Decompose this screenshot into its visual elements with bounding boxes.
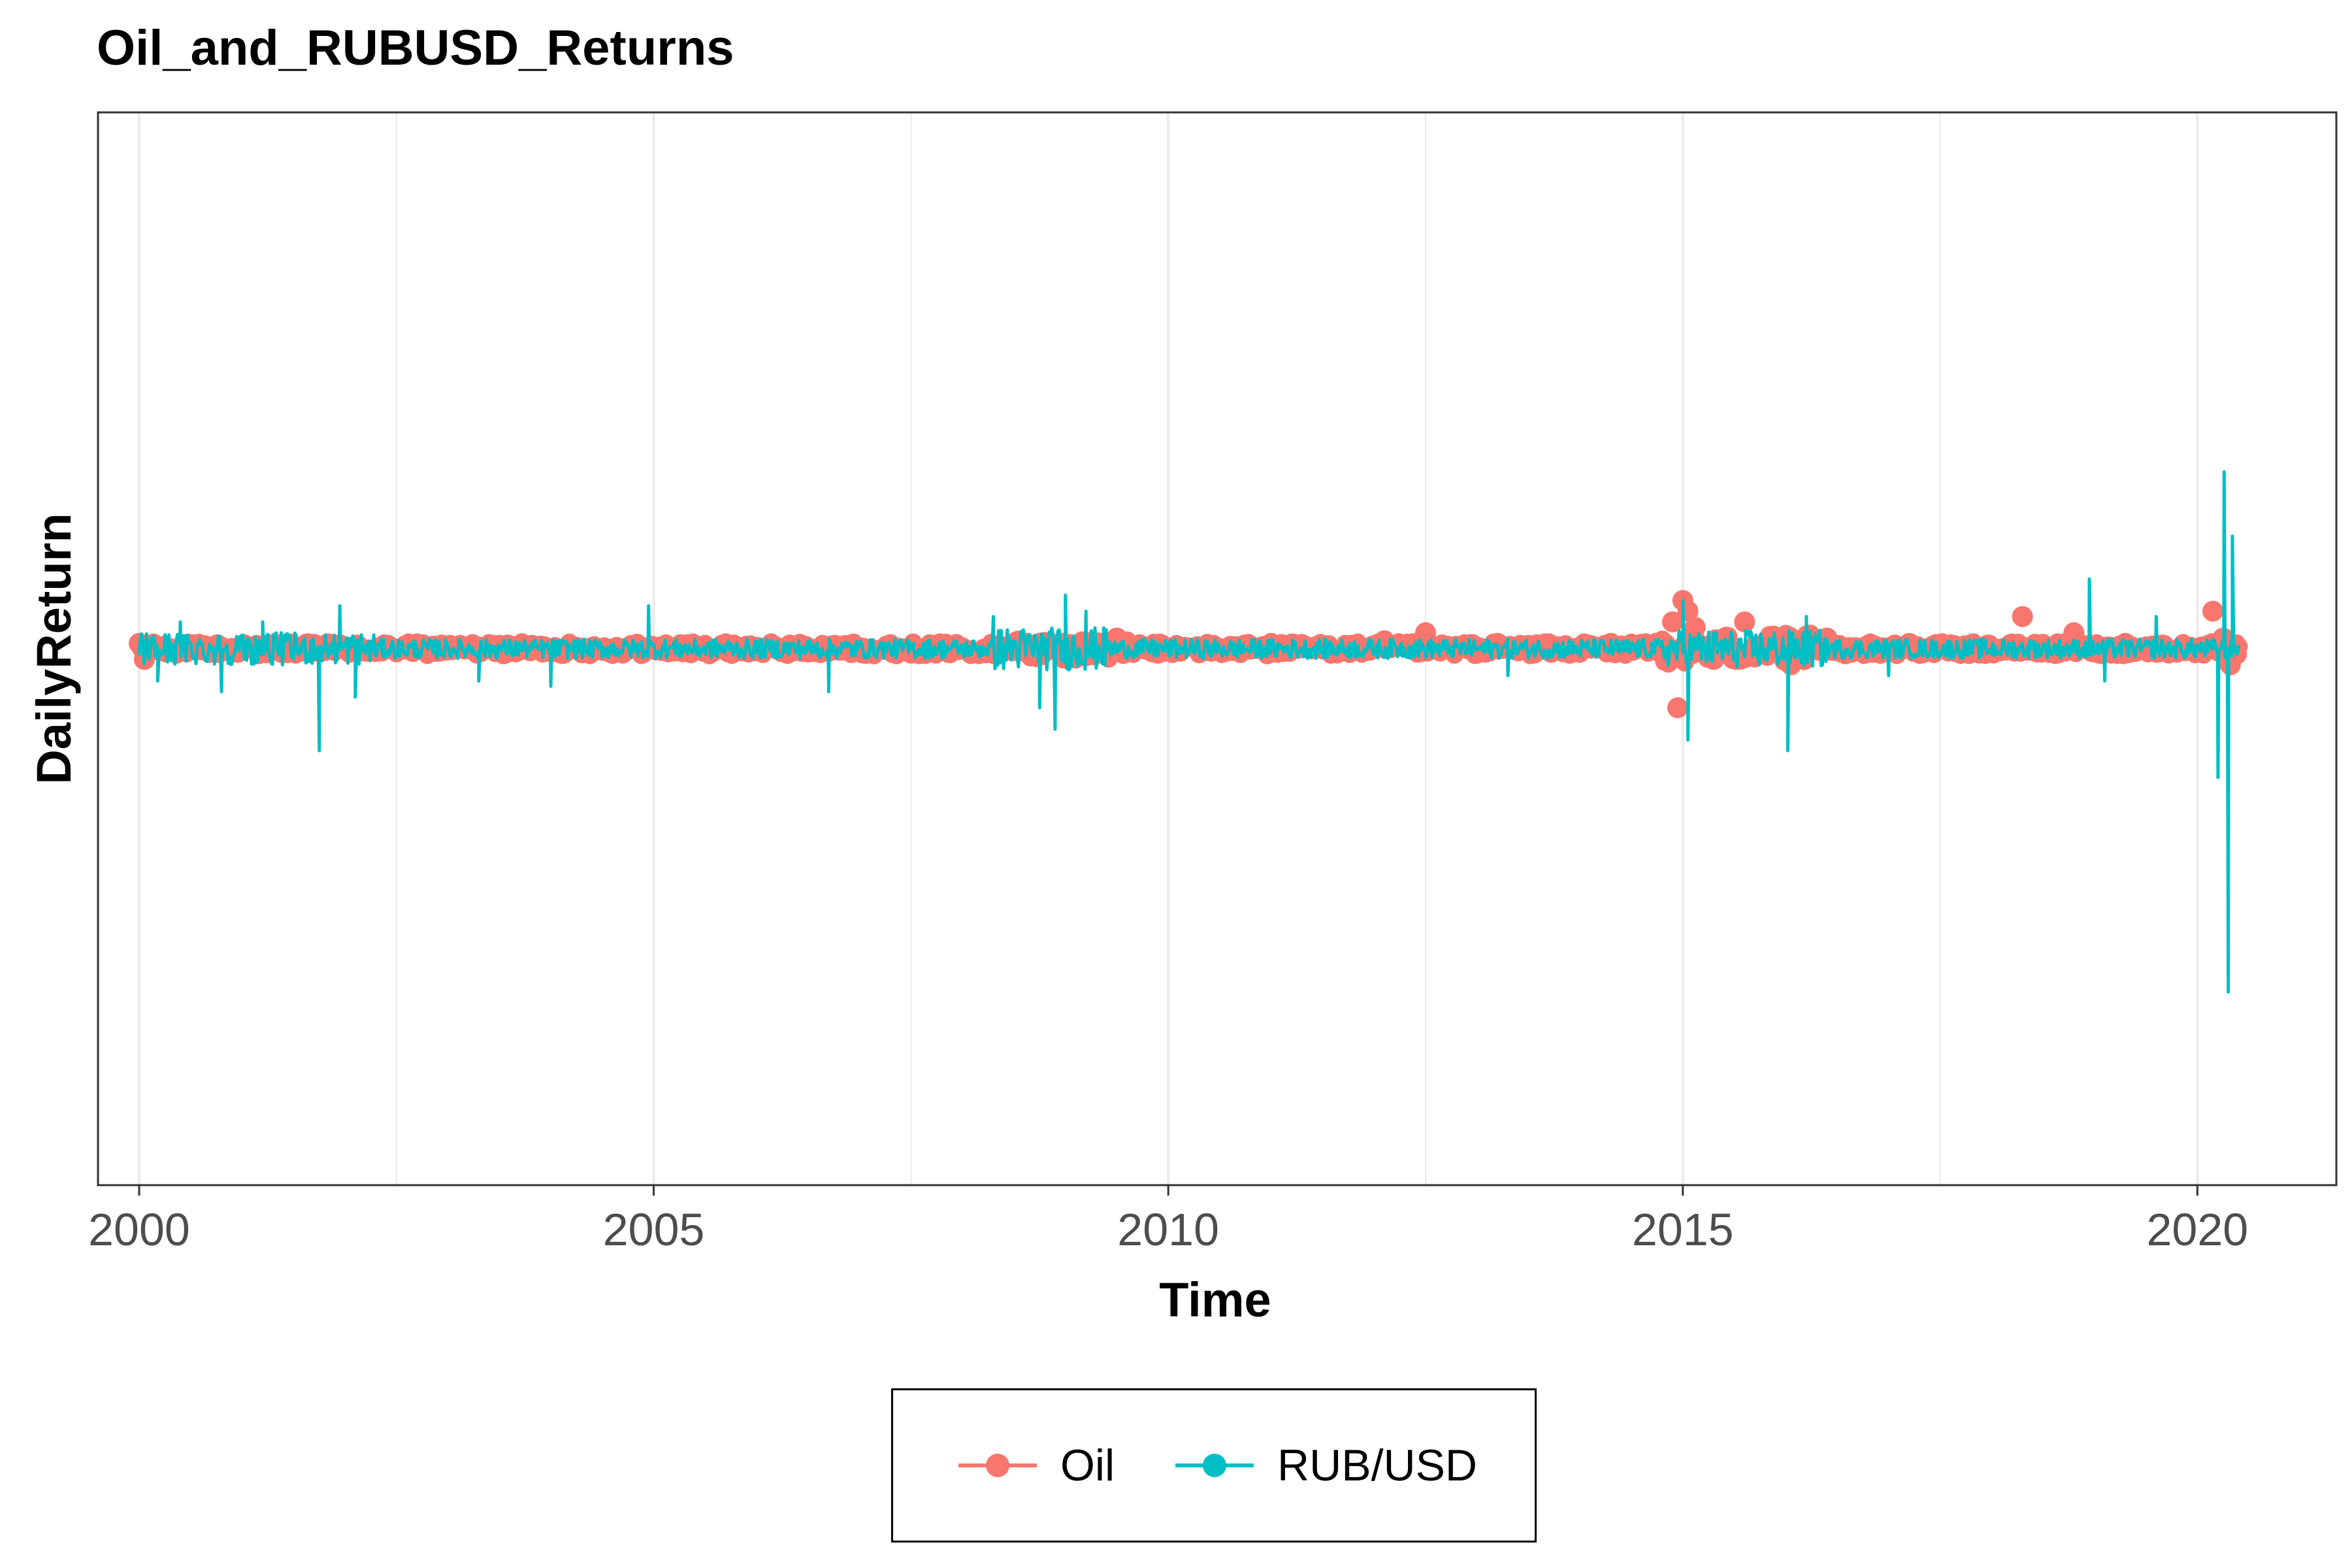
legend-label-rubusd: RUB/USD: [1277, 1441, 1478, 1490]
series-layer: [129, 470, 2248, 994]
legend-key-oil: [958, 1452, 1037, 1478]
x-tick-label-0: 2000: [88, 1204, 190, 1255]
oil-point-9: [1667, 697, 1688, 719]
tick-layer: 2000 2005 2010 2015 2020: [88, 1185, 2248, 1255]
legend: Oil RUB/USD: [891, 1388, 1537, 1543]
legend-key-rubusd: [1175, 1452, 1254, 1478]
oil-point-12: [1684, 617, 1706, 638]
x-tick-label-1: 2005: [603, 1204, 705, 1255]
y-axis-title: DailyReturn: [27, 513, 81, 784]
legend-item-rubusd: RUB/USD: [1175, 1390, 1477, 1541]
chart-title: Oil_and_RUBUSD_Returns: [97, 20, 734, 76]
oil-point-18: [2012, 606, 2033, 627]
oil-point-21: [2202, 600, 2223, 622]
x-tick-label-3: 2015: [1632, 1204, 1734, 1255]
oil-point-14: [1734, 611, 1756, 632]
x-tick-label-2: 2010: [1117, 1204, 1219, 1255]
x-axis-title: Time: [1159, 1273, 1271, 1327]
x-tick-label-4: 2020: [2146, 1204, 2248, 1255]
legend-label-oil: Oil: [1060, 1441, 1115, 1490]
legend-item-oil: Oil: [958, 1390, 1115, 1541]
